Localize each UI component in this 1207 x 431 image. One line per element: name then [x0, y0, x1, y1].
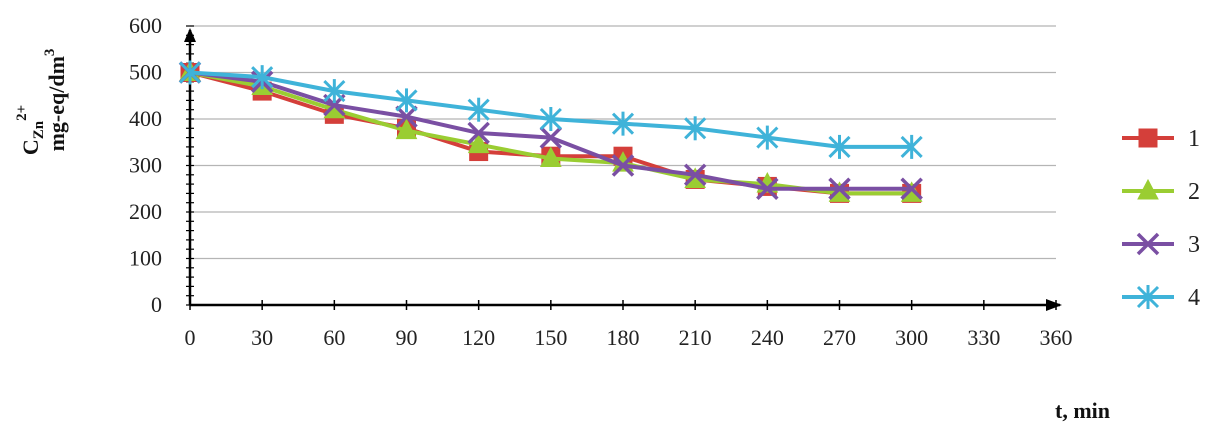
- data-point-s4-210: [684, 116, 707, 141]
- y-tick-label-300: 300: [129, 153, 162, 178]
- y-tick-label-500: 500: [129, 60, 162, 85]
- x-tick-label-300: 300: [895, 325, 928, 350]
- axes: [184, 25, 1062, 311]
- data-point-s4-60: [323, 79, 346, 104]
- data-series: [178, 60, 923, 203]
- tick-labels: 0 30 60 90 120 150 180 210 240 270 300 330 360 0 100 20…: [129, 13, 1073, 350]
- legend-label-3: 3: [1188, 232, 1200, 258]
- legend-item-3: 3: [1122, 232, 1200, 258]
- data-point-s4-30: [251, 65, 274, 90]
- legend: 1 2 3 4: [1122, 126, 1200, 311]
- y-tick-label-100: 100: [129, 246, 162, 271]
- x-tick-label-360: 360: [1040, 325, 1073, 350]
- legend-item-2: 2: [1122, 178, 1200, 205]
- series-4: [178, 60, 923, 159]
- x-tick-label-120: 120: [462, 325, 495, 350]
- data-point-s3-120: [467, 121, 490, 145]
- data-point-s3-90: [395, 105, 418, 128]
- x-axis-title: t, min: [1055, 398, 1110, 423]
- x-tick-label-180: 180: [607, 325, 640, 350]
- legend-marker-3: [1136, 232, 1160, 256]
- data-point-s4-120: [467, 97, 490, 122]
- data-point-s3-180: [611, 154, 635, 177]
- y-axis-unit: mg-eq/dm3: [42, 49, 69, 152]
- data-point-s4-300: [900, 134, 923, 159]
- y-tick-label-600: 600: [129, 13, 162, 38]
- x-tick-label-210: 210: [679, 325, 712, 350]
- y-tick-label-200: 200: [129, 199, 162, 224]
- y-axis-title-sup: 2+: [14, 105, 30, 121]
- y-tick-label-400: 400: [129, 106, 162, 131]
- data-point-s4-270: [828, 134, 851, 159]
- series-line-2: [189, 70, 912, 196]
- legend-item-4: 4: [1122, 285, 1200, 311]
- x-tick-label-60: 60: [323, 325, 345, 350]
- x-tick-label-240: 240: [751, 325, 784, 350]
- data-point-s4-240: [756, 125, 779, 150]
- y-axis-title: CZn2+: [14, 105, 47, 155]
- data-point-s3-270: [828, 177, 851, 200]
- data-point-s3-240: [756, 177, 779, 200]
- data-point-s4-0: [178, 60, 202, 85]
- legend-label-4: 4: [1188, 285, 1200, 311]
- x-tick-label-30: 30: [251, 325, 273, 350]
- x-tick-label-90: 90: [396, 325, 418, 350]
- data-point-s4-90: [395, 88, 418, 113]
- data-point-s3-300: [900, 177, 923, 200]
- data-point-s3-150: [539, 126, 563, 149]
- data-point-s2-150: [540, 146, 562, 168]
- x-tick-label-330: 330: [967, 325, 1000, 350]
- data-point-s4-150: [539, 107, 562, 131]
- y-axis-unit-text: mg-eq/dm: [44, 56, 69, 151]
- data-point-s3-210: [683, 163, 707, 187]
- data-point-s2-90: [395, 118, 418, 140]
- x-axis-arrow: [1046, 299, 1062, 311]
- legend-marker-2: [1137, 178, 1159, 200]
- series-3: [178, 61, 923, 200]
- x-tick-label-150: 150: [534, 325, 567, 350]
- x-tick-label-0: 0: [185, 325, 196, 350]
- y-tick-label-0: 0: [151, 292, 162, 317]
- series-line-1: [189, 70, 912, 196]
- legend-marker-4: [1136, 285, 1160, 309]
- data-point-s2-120: [467, 132, 490, 154]
- legend-item-1: 1: [1122, 126, 1200, 152]
- grid-lines: [190, 25, 1056, 260]
- x-tick-label-270: 270: [823, 325, 856, 350]
- legend-marker-1: [1138, 128, 1158, 148]
- data-point-s4-180: [611, 111, 635, 136]
- y-axis-title-sub: Zn: [31, 120, 47, 139]
- y-axis-unit-sup: 3: [42, 49, 58, 57]
- legend-label-2: 2: [1188, 179, 1200, 205]
- y-axis-title-main: C: [18, 139, 43, 155]
- legend-label-1: 1: [1188, 126, 1200, 152]
